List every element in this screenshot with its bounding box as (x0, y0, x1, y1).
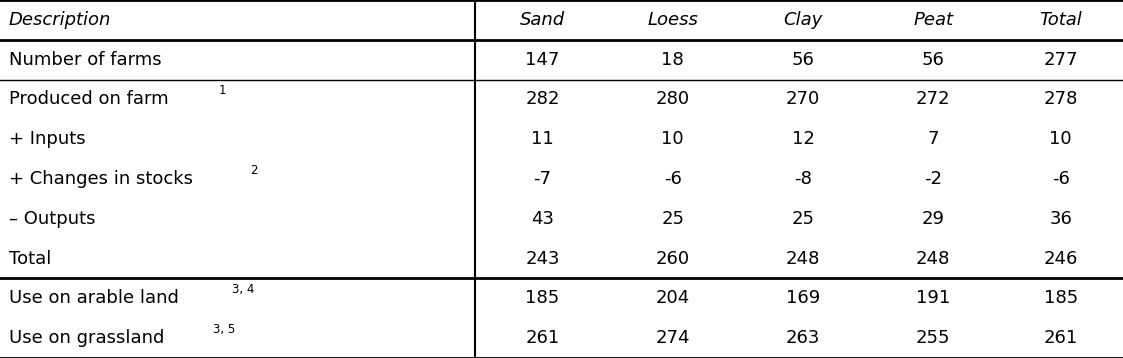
Text: -6: -6 (1052, 170, 1069, 188)
Text: 270: 270 (786, 91, 820, 108)
Text: -7: -7 (533, 170, 551, 188)
Text: 25: 25 (792, 210, 814, 228)
Text: 277: 277 (1043, 51, 1078, 69)
Text: -6: -6 (664, 170, 682, 188)
Text: Loess: Loess (647, 11, 699, 29)
Text: 2: 2 (249, 164, 257, 177)
Text: 261: 261 (1043, 329, 1078, 347)
Text: 263: 263 (786, 329, 820, 347)
Text: 12: 12 (792, 130, 814, 148)
Text: 3, 5: 3, 5 (213, 323, 235, 336)
Text: 56: 56 (792, 51, 814, 69)
Text: Number of farms: Number of farms (9, 51, 162, 69)
Text: 255: 255 (916, 329, 950, 347)
Text: 243: 243 (526, 250, 559, 267)
Text: 185: 185 (1043, 289, 1078, 307)
Text: Peat: Peat (913, 11, 953, 29)
Text: -8: -8 (794, 170, 812, 188)
Text: 10: 10 (1049, 130, 1072, 148)
Text: 11: 11 (531, 130, 554, 148)
Text: Sand: Sand (520, 11, 565, 29)
Text: 3, 4: 3, 4 (231, 283, 254, 296)
Text: 25: 25 (661, 210, 684, 228)
Text: 18: 18 (661, 51, 684, 69)
Text: 261: 261 (526, 329, 559, 347)
Text: Total: Total (1039, 11, 1083, 29)
Text: + Changes in stocks: + Changes in stocks (9, 170, 193, 188)
Text: 280: 280 (656, 91, 690, 108)
Text: 248: 248 (916, 250, 950, 267)
Text: + Inputs: + Inputs (9, 130, 85, 148)
Text: Total: Total (9, 250, 52, 267)
Text: 56: 56 (922, 51, 944, 69)
Text: Produced on farm: Produced on farm (9, 91, 168, 108)
Text: 282: 282 (526, 91, 559, 108)
Text: 260: 260 (656, 250, 690, 267)
Text: 10: 10 (661, 130, 684, 148)
Text: 248: 248 (786, 250, 820, 267)
Text: 1: 1 (218, 84, 226, 97)
Text: 272: 272 (916, 91, 950, 108)
Text: 274: 274 (656, 329, 690, 347)
Text: Use on grassland: Use on grassland (9, 329, 164, 347)
Text: Description: Description (9, 11, 111, 29)
Text: 246: 246 (1043, 250, 1078, 267)
Text: 204: 204 (656, 289, 690, 307)
Text: 169: 169 (786, 289, 820, 307)
Text: Use on arable land: Use on arable land (9, 289, 179, 307)
Text: 278: 278 (1043, 91, 1078, 108)
Text: 147: 147 (526, 51, 559, 69)
Text: – Outputs: – Outputs (9, 210, 95, 228)
Text: 36: 36 (1049, 210, 1072, 228)
Text: 29: 29 (922, 210, 944, 228)
Text: Clay: Clay (784, 11, 822, 29)
Text: 7: 7 (928, 130, 939, 148)
Text: 185: 185 (526, 289, 559, 307)
Text: 43: 43 (531, 210, 554, 228)
Text: -2: -2 (924, 170, 942, 188)
Text: 191: 191 (916, 289, 950, 307)
